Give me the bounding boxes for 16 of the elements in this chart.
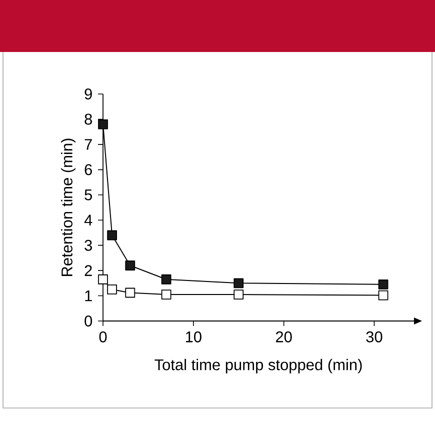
y-tick-label: 9: [84, 88, 92, 100]
x-tick-label: 0: [99, 331, 107, 342]
y-tick-label: 0: [84, 316, 92, 326]
x-axis-title: Total time pump stopped (min): [154, 358, 362, 374]
y-tick-label: 4: [84, 214, 92, 226]
y-tick-label: 3: [84, 240, 92, 251]
y-tick-label: 7: [84, 139, 92, 150]
y-tick-label: 6: [84, 164, 92, 176]
y-tick-label: 2: [84, 265, 92, 276]
x-tick-label: 30: [366, 331, 382, 342]
y-tick-label: 1: [85, 290, 92, 302]
y-tick-label: 8: [84, 114, 92, 125]
x-tick-label: 10: [186, 331, 202, 342]
y-tick-label: 5: [84, 189, 92, 200]
x-tick-label: 20: [276, 331, 292, 342]
y-axis-title: Retention time (min): [61, 138, 76, 276]
